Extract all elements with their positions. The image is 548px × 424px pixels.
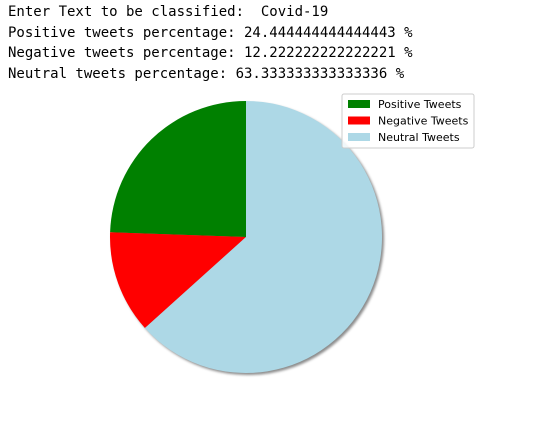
input-prompt-line: Enter Text to be classified: Covid-19	[8, 4, 329, 20]
negative-percentage-line: Negative tweets percentage: 12.222222222…	[8, 45, 413, 62]
positive-percentage-line: Positive tweets percentage: 24.444444444…	[8, 24, 413, 41]
neutral-percentage-line: Neutral tweets percentage: 63.3333333333…	[8, 66, 405, 83]
legend-label-neutral-tweets: Neutral Tweets	[378, 131, 460, 144]
legend-label-positive-tweets: Positive Tweets	[378, 98, 462, 111]
legend-swatch-negative-tweets	[348, 116, 370, 125]
console-output: Enter Text to be classified: Covid-19 Pos…	[8, 2, 413, 85]
pie-slice-positive-tweets	[110, 101, 246, 237]
legend-swatch-positive-tweets	[348, 100, 370, 108]
pie-slice-neutral-tweets	[144, 100, 382, 373]
legend: Positive Tweets Negative Tweets Neutral Tw…	[341, 93, 475, 149]
legend-label-negative-tweets: Negative Tweets	[378, 115, 469, 128]
legend-swatch-neutral-tweets	[348, 133, 370, 141]
pie-slice-negative-tweets	[110, 232, 246, 329]
pie-slices	[110, 100, 382, 373]
legend-frame	[341, 93, 475, 149]
